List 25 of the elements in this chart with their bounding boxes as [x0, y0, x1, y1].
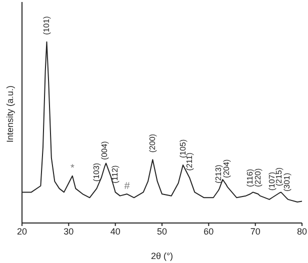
annotation: (215) [274, 167, 284, 186]
annotation: (105) [178, 139, 188, 158]
annotation: (200) [148, 134, 158, 153]
annotation: (213) [214, 164, 223, 184]
annotation: (116) [246, 168, 255, 188]
annotation: (101) [42, 16, 52, 35]
x-tick-label: 80 [296, 226, 308, 236]
x-tick-label: 50 [156, 226, 168, 236]
annotation: (103) [92, 162, 102, 182]
annotation: (301) [282, 172, 292, 192]
annotation: (211) [185, 152, 194, 171]
x-tick-label: 20 [16, 226, 28, 236]
x-tick-label: 70 [250, 226, 260, 236]
annotation: (204) [222, 158, 231, 178]
y-axis-title: Intensity (a.u.) [5, 85, 16, 142]
x-tick-label: 60 [204, 226, 214, 236]
annotation: (112) [110, 164, 120, 184]
annotation: (004) [100, 140, 110, 160]
x-tick-label: 30 [64, 226, 74, 236]
annotation: (107) [268, 172, 277, 191]
x-tick-label: 40 [110, 226, 120, 236]
x-axis-title: 2θ (°) [150, 251, 174, 261]
annotation: * [70, 162, 74, 174]
annotation: # [124, 181, 130, 192]
annotation: (220) [254, 168, 263, 188]
